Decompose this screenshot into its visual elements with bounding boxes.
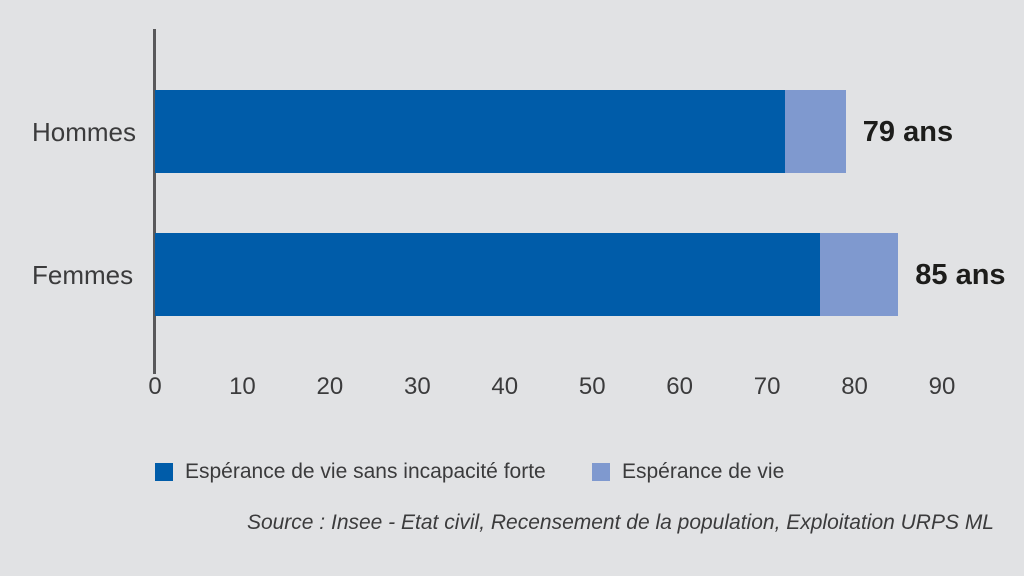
y-axis-line [153,29,156,374]
legend-label-ev: Espérance de vie [622,460,785,483]
x-tick-label-70: 70 [753,373,781,400]
legend-label-evsi: Espérance de vie sans incapacité forte [185,460,546,483]
source-note: Source : Insee - Etat civil, Recensement… [246,511,994,534]
x-tick-label-30: 30 [403,373,431,400]
legend-item-evsi: Espérance de vie sans incapacité forte [155,461,546,482]
segment-evsi-femmes [155,233,820,316]
category-label-femmes: Femmes [32,259,134,290]
legend-item-ev: Espérance de vie [592,461,784,482]
x-tick-label-60: 60 [666,373,694,400]
value-label-femmes: 85 ans [915,258,1006,291]
stacked-bar-femmes [155,233,899,316]
x-tick-label-80: 80 [841,373,868,400]
x-tick-label-20: 20 [316,373,344,400]
x-tick-label-50: 50 [578,373,606,400]
legend-swatch-ev [592,462,610,481]
segment-ev-femmes [819,233,899,316]
category-label-hommes: Hommes [32,116,137,147]
segment-ev-hommes [784,90,846,173]
x-tick-label-0: 0 [148,373,162,400]
value-label-hommes: 79 ans [862,115,954,148]
x-tick-label-90: 90 [928,373,956,400]
x-tick-label-40: 40 [491,373,519,400]
legend-swatch-evsi [155,462,173,481]
stacked-bar-hommes [155,90,846,173]
segment-evsi-hommes [155,90,785,173]
x-tick-label-10: 10 [229,373,256,400]
